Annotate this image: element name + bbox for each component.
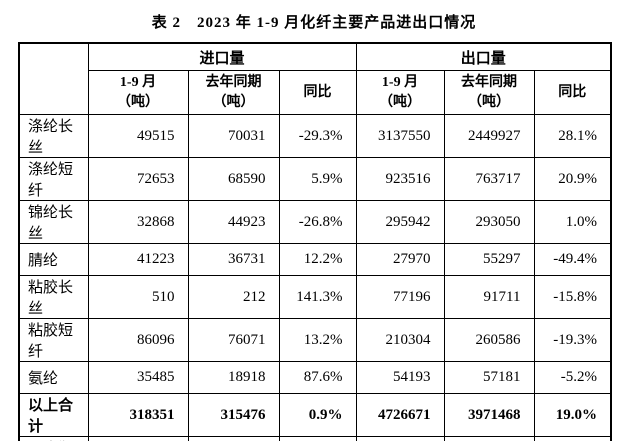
value-cell: 87.6%	[278, 361, 357, 394]
data-table: 进口量 出口量 1-9 月 （吨） 去年同期 （吨） 同比 1-9 月 （吨） …	[18, 42, 612, 441]
value-cell: 923516	[355, 157, 445, 201]
value-cell: 41223	[87, 243, 189, 276]
value-cell: 57181	[443, 361, 535, 394]
table-row: 聚酯瓶片 38271 39970 -4.3% 3282579 3290793 -…	[18, 436, 612, 441]
value-cell: 86096	[87, 318, 189, 362]
value-cell: 19.0%	[533, 393, 612, 437]
column-header-export-yoy: 同比	[533, 70, 612, 115]
value-cell: 28.1%	[533, 114, 612, 158]
product-name-cell: 粘胶短纤	[18, 318, 89, 362]
value-cell: 3971468	[443, 393, 535, 437]
value-cell: 763717	[443, 157, 535, 201]
value-cell: -19.3%	[533, 318, 612, 362]
value-cell: -0.2%	[533, 436, 612, 441]
table-row: 涤纶长丝 49515 70031 -29.3% 3137550 2449927 …	[18, 114, 612, 158]
value-cell: 18918	[187, 361, 280, 394]
export-group-header: 出口量	[355, 42, 612, 71]
value-cell: 5.9%	[278, 157, 357, 201]
value-cell: 32868	[87, 200, 189, 244]
product-name-cell: 锦纶长丝	[18, 200, 89, 244]
value-cell: 20.9%	[533, 157, 612, 201]
sub-header-row: 1-9 月 （吨） 去年同期 （吨） 同比 1-9 月 （吨） 去年同期 （吨）…	[19, 70, 612, 115]
value-cell: 91711	[443, 275, 535, 319]
column-header-import-period: 1-9 月 （吨）	[87, 70, 189, 115]
value-cell: 76071	[187, 318, 280, 362]
value-cell: 141.3%	[278, 275, 357, 319]
table-row: 锦纶长丝 32868 44923 -26.8% 295942 293050 1.…	[18, 200, 612, 244]
value-cell: 39970	[187, 436, 280, 441]
column-header-import-lastyear: 去年同期 （吨）	[187, 70, 280, 115]
value-cell: 35485	[87, 361, 189, 394]
table-row: 以上合计 318351 315476 0.9% 4726671 3971468 …	[18, 393, 612, 437]
value-cell: -26.8%	[278, 200, 357, 244]
corner-cell	[18, 42, 89, 115]
column-header-import-yoy: 同比	[278, 70, 357, 115]
value-cell: -4.3%	[278, 436, 357, 441]
value-cell: 318351	[87, 393, 189, 437]
value-cell: 210304	[355, 318, 445, 362]
value-cell: -15.8%	[533, 275, 612, 319]
table-row: 腈纶 41223 36731 12.2% 27970 55297 -49.4%	[18, 243, 612, 276]
column-header-export-period: 1-9 月 （吨）	[355, 70, 445, 115]
group-header-row: 进口量 出口量	[18, 42, 612, 115]
table-title: 表 2 2023 年 1-9 月化纤主要产品进出口情况	[151, 15, 477, 31]
table-body: 涤纶长丝 49515 70031 -29.3% 3137550 2449927 …	[18, 114, 612, 441]
value-cell: 70031	[187, 114, 280, 158]
value-cell: 27970	[355, 243, 445, 276]
value-cell: 3290793	[443, 436, 535, 441]
value-cell: 1.0%	[533, 200, 612, 244]
value-cell: 72653	[87, 157, 189, 201]
product-name-cell: 以上合计	[18, 393, 89, 437]
value-cell: 12.2%	[278, 243, 357, 276]
value-cell: 55297	[443, 243, 535, 276]
value-cell: 3137550	[355, 114, 445, 158]
value-cell: -49.4%	[533, 243, 612, 276]
table-row: 粘胶长丝 510 212 141.3% 77196 91711 -15.8%	[18, 275, 612, 319]
value-cell: -29.3%	[278, 114, 357, 158]
value-cell: 260586	[443, 318, 535, 362]
value-cell: -5.2%	[533, 361, 612, 394]
value-cell: 315476	[187, 393, 280, 437]
import-group-header: 进口量	[87, 42, 357, 71]
value-cell: 44923	[187, 200, 280, 244]
value-cell: 49515	[87, 114, 189, 158]
value-cell: 510	[87, 275, 189, 319]
value-cell: 13.2%	[278, 318, 357, 362]
value-cell: 2449927	[443, 114, 535, 158]
value-cell: 68590	[187, 157, 280, 201]
product-name-cell: 氨纶	[18, 361, 89, 394]
value-cell: 36731	[187, 243, 280, 276]
value-cell: 38271	[87, 436, 189, 441]
value-cell: 77196	[355, 275, 445, 319]
product-name-cell: 涤纶长丝	[18, 114, 89, 158]
table-row: 氨纶 35485 18918 87.6% 54193 57181 -5.2%	[18, 361, 612, 394]
column-header-export-lastyear: 去年同期 （吨）	[443, 70, 535, 115]
value-cell: 0.9%	[278, 393, 357, 437]
product-name-cell: 涤纶短纤	[18, 157, 89, 201]
value-cell: 3282579	[355, 436, 445, 441]
value-cell: 212	[187, 275, 280, 319]
value-cell: 295942	[355, 200, 445, 244]
table-row: 涤纶短纤 72653 68590 5.9% 923516 763717 20.9…	[18, 157, 612, 201]
table-header: 进口量 出口量 1-9 月 （吨） 去年同期 （吨） 同比 1-9 月 （吨） …	[18, 42, 612, 115]
product-name-cell: 聚酯瓶片	[18, 436, 89, 441]
table-row: 粘胶短纤 86096 76071 13.2% 210304 260586 -19…	[18, 318, 612, 362]
value-cell: 54193	[355, 361, 445, 394]
product-name-cell: 腈纶	[18, 243, 89, 276]
value-cell: 293050	[443, 200, 535, 244]
product-name-cell: 粘胶长丝	[18, 275, 89, 319]
value-cell: 4726671	[355, 393, 445, 437]
